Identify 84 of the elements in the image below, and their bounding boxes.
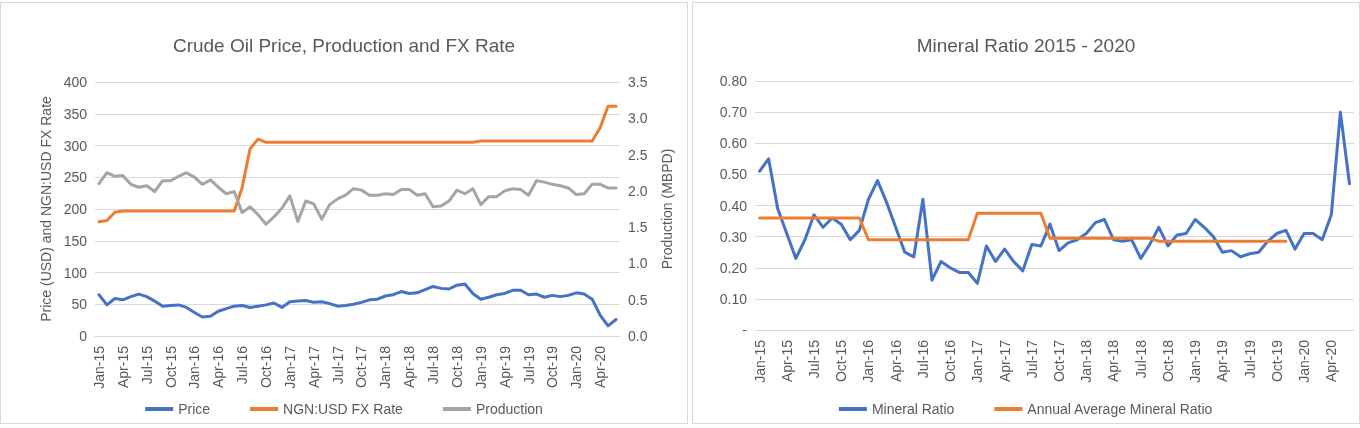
x-tick-label: Jan-18 (377, 345, 394, 389)
y-tick-label: 0.60 (719, 135, 748, 152)
x-tick-label: Jan-19 (472, 345, 489, 389)
line-series (758, 211, 1288, 243)
line-series (97, 171, 618, 226)
x-tick-label: Apr-15 (778, 339, 795, 383)
x-tick-label: Oct-19 (544, 345, 561, 389)
x-tick-label: Jul-19 (1241, 339, 1258, 379)
x-tick-label: Apr-18 (1105, 339, 1122, 383)
x-tick-label: Oct-19 (1268, 339, 1285, 383)
y2-tick-label: 1.5 (628, 219, 648, 236)
x-tick-label: Apr-18 (401, 345, 418, 389)
legend-label: NGN:USD FX Rate (283, 401, 404, 417)
x-tick-label: Apr-19 (1214, 339, 1231, 383)
x-tick-label: Apr-16 (887, 339, 904, 383)
line-series (758, 110, 1351, 285)
line-series (97, 104, 618, 224)
x-tick-label: Jul-17 (1023, 339, 1040, 379)
y2-axis-title: Production (MBPD) (659, 148, 675, 270)
x-tick-label: Oct-18 (1159, 339, 1176, 383)
y2-tick-label: 2.0 (628, 182, 648, 199)
y2-tick-label: 0.0 (628, 328, 648, 344)
x-tick-label: Jan-20 (1296, 339, 1313, 383)
x-tick-label: Jan-17 (281, 345, 298, 389)
x-tick-label: Apr-20 (592, 345, 609, 389)
y-tick-label: 0.50 (719, 166, 748, 183)
legend-label: Production (475, 401, 543, 417)
x-tick-label: Jul-18 (1132, 339, 1149, 379)
y2-tick-label: 3.5 (628, 74, 648, 90)
y-tick-label: 400 (63, 74, 88, 90)
legend-label: Annual Average Mineral Ratio (1027, 401, 1213, 417)
x-tick-label: Oct-15 (162, 345, 179, 389)
x-tick-label: Jan-16 (860, 339, 877, 383)
y-tick-label: 0.40 (719, 197, 748, 214)
y-tick-label: 0.10 (719, 290, 748, 307)
y-tick-label: 0.30 (719, 228, 748, 245)
y-axis-title: Price (USD) and NGN:USD FX Rate (37, 95, 54, 322)
x-tick-label: Jul-17 (329, 345, 346, 385)
x-tick-label: Oct-16 (942, 339, 959, 383)
line-series (97, 282, 618, 328)
y-tick-label: 300 (63, 137, 88, 154)
y2-tick-label: 2.5 (628, 146, 648, 163)
x-tick-label: Jan-15 (90, 345, 107, 389)
x-tick-label: Oct-16 (258, 345, 275, 389)
y-tick-label: 0.20 (719, 259, 748, 276)
x-tick-label: Jan-19 (1187, 339, 1204, 383)
y-tick-label: 0.70 (719, 104, 748, 121)
y-tick-label: 0 (79, 328, 88, 344)
y-tick-label: 150 (63, 232, 88, 249)
x-tick-label: Jan-17 (969, 339, 986, 383)
x-tick-label: Jan-20 (568, 345, 585, 389)
x-tick-label: Jul-15 (805, 339, 822, 379)
x-tick-label: Apr-17 (305, 345, 322, 389)
y-tick-label: 350 (63, 105, 88, 122)
legend-label: Price (178, 401, 211, 417)
chart-title: Crude Oil Price, Production and FX Rate (172, 35, 516, 56)
x-tick-label: Jul-15 (138, 345, 155, 385)
x-tick-label: Apr-16 (210, 345, 227, 389)
y2-tick-label: 1.0 (628, 255, 648, 272)
x-tick-label: Jul-16 (914, 339, 931, 379)
y-tick-label: 250 (63, 169, 88, 186)
x-tick-label: Apr-20 (1323, 339, 1340, 383)
y-tick-label: - (742, 322, 748, 338)
y-tick-label: 200 (63, 201, 88, 217)
x-tick-label: Apr-19 (496, 345, 513, 389)
x-tick-label: Oct-17 (1051, 339, 1068, 383)
x-tick-label: Jan-16 (186, 345, 203, 389)
x-tick-label: Jan-18 (1078, 339, 1095, 383)
chart-title: Mineral Ratio 2015 - 2020 (916, 35, 1136, 56)
y-tick-label: 0.80 (719, 73, 748, 89)
x-tick-label: Oct-15 (833, 339, 850, 383)
x-tick-label: Oct-18 (448, 345, 465, 389)
x-tick-label: Apr-15 (114, 345, 131, 389)
x-tick-label: Jul-18 (425, 345, 442, 385)
x-tick-label: Oct-17 (353, 345, 370, 389)
y2-tick-label: 3.0 (628, 110, 648, 127)
x-tick-label: Jan-15 (751, 339, 768, 383)
y-tick-label: 100 (63, 264, 88, 281)
y2-tick-label: 0.5 (628, 291, 648, 308)
x-tick-label: Jul-16 (234, 345, 251, 385)
y-tick-label: 50 (71, 296, 88, 313)
x-tick-label: Apr-17 (996, 339, 1013, 383)
x-tick-label: Jul-19 (520, 345, 537, 385)
legend-label: Mineral Ratio (871, 401, 955, 417)
